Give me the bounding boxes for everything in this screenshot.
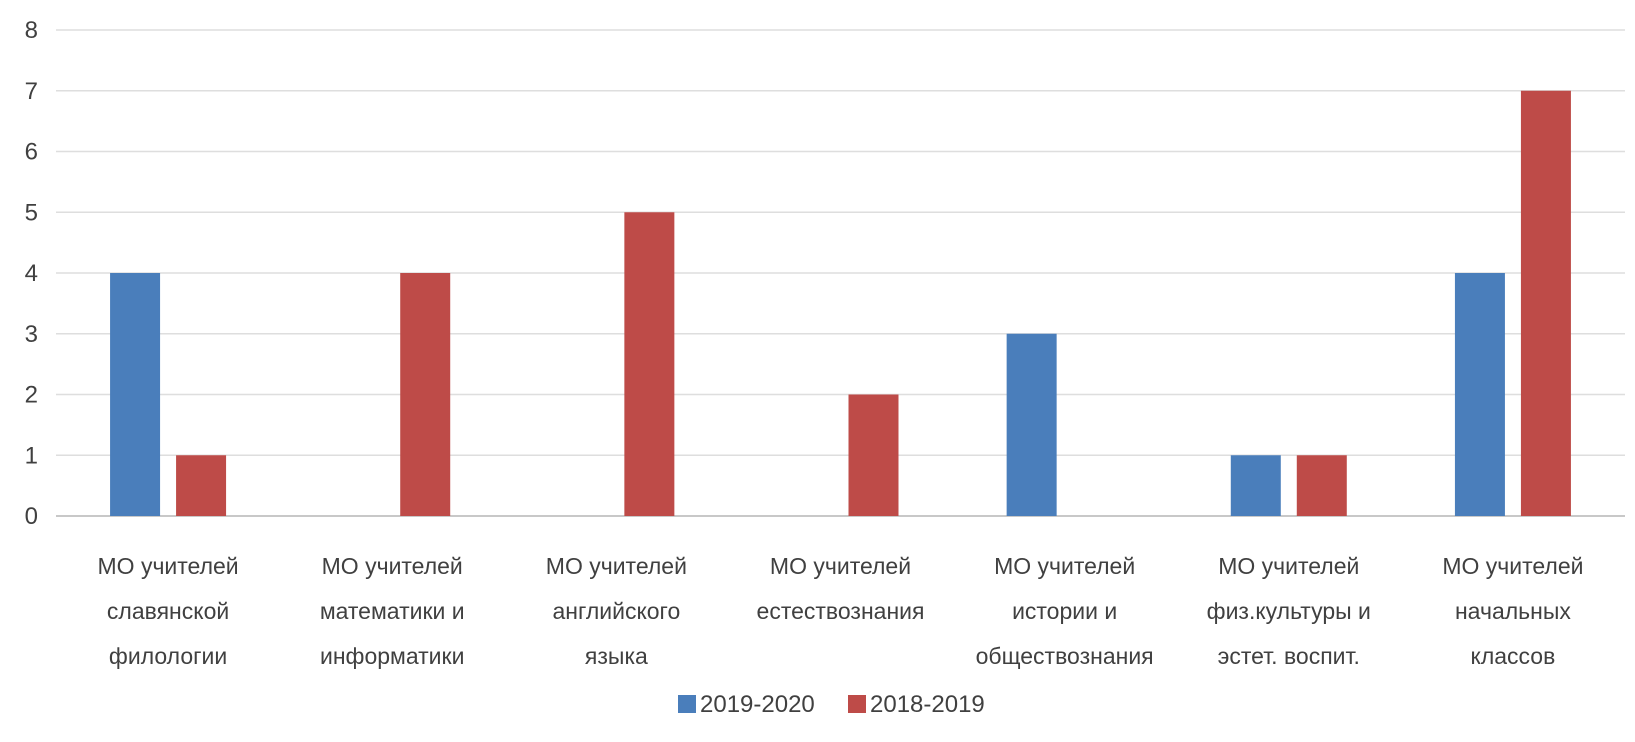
- x-category-label: истории и: [1012, 598, 1117, 624]
- x-category-label: МО учителей: [770, 553, 911, 579]
- bar-2018-2019-5: [1296, 455, 1347, 516]
- x-category-label: МО учителей: [994, 553, 1135, 579]
- bars: [110, 90, 1571, 516]
- x-category-label: МО учителей: [546, 553, 687, 579]
- x-category-label: информатики: [320, 643, 464, 669]
- bar-2019-2020-6: [1454, 273, 1505, 516]
- x-category-label: математики и: [320, 598, 465, 624]
- x-category-label: английского: [552, 598, 680, 624]
- legend-swatch-2018-2019: [848, 695, 866, 713]
- y-tick-label: 0: [25, 503, 38, 530]
- x-category-label: МО учителей: [322, 553, 463, 579]
- y-axis-ticks: 0 1 2 3 4 5 6 7 8: [25, 17, 38, 530]
- bar-2019-2020-5: [1230, 455, 1281, 516]
- bar-2019-2020-4: [1006, 333, 1057, 516]
- y-tick-label: 2: [25, 382, 38, 409]
- y-tick-label: 5: [25, 199, 38, 226]
- x-category-label: языка: [585, 643, 648, 669]
- x-category-label: физ.культуры и: [1207, 598, 1371, 624]
- legend-label: 2018-2019: [870, 691, 985, 718]
- y-tick-label: 3: [25, 321, 38, 348]
- x-category-label: филологии: [109, 643, 227, 669]
- x-category-label: начальных: [1455, 598, 1571, 624]
- y-tick-label: 6: [25, 139, 38, 166]
- bar-2018-2019-3: [848, 394, 899, 516]
- x-category-label: МО учителей: [1442, 553, 1583, 579]
- bar-2018-2019-1: [400, 273, 451, 516]
- legend-label: 2019-2020: [700, 691, 815, 718]
- x-axis-labels: МО учителей славянской филологии МО учителе…: [98, 553, 1584, 669]
- x-category-label: МО учителей: [1218, 553, 1359, 579]
- y-tick-label: 8: [25, 17, 38, 44]
- bar-2019-2020-0: [110, 273, 161, 516]
- y-tick-label: 4: [25, 260, 38, 287]
- x-category-label: естествознания: [757, 598, 925, 624]
- bar-2018-2019-0: [176, 455, 227, 516]
- x-category-label: славянской: [107, 598, 229, 624]
- x-category-label: эстет. воспит.: [1218, 643, 1360, 669]
- x-category-label: обществознания: [976, 643, 1154, 669]
- bar-2018-2019-6: [1520, 90, 1571, 516]
- y-tick-label: 7: [25, 78, 38, 105]
- x-category-label: МО учителей: [98, 553, 239, 579]
- bar-2018-2019-2: [624, 212, 675, 516]
- legend: 2019-2020 2018-2019: [678, 691, 985, 718]
- y-tick-label: 1: [25, 442, 38, 469]
- legend-swatch-2019-2020: [678, 695, 696, 713]
- x-category-label: классов: [1471, 643, 1556, 669]
- gridlines: [56, 29, 1625, 517]
